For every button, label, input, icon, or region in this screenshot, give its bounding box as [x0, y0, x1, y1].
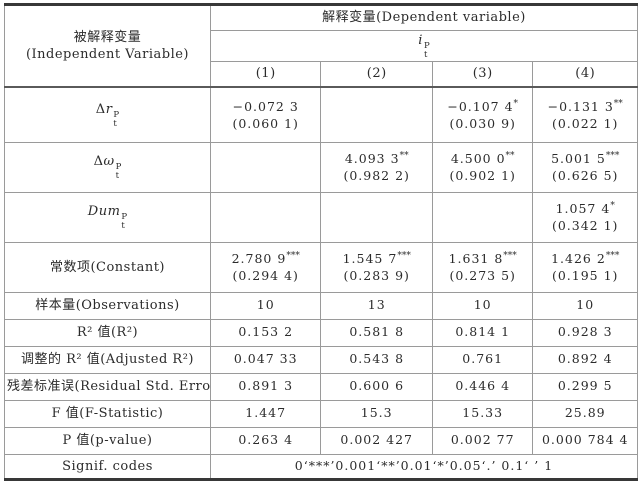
table-row-observations: 样本量(Observations) 10 13 10 10 — [4, 291, 638, 320]
coef-cell: 1.057 4* (0.342 1) — [532, 191, 638, 243]
coef-cell: 4.093 3** (0.982 2) — [320, 141, 433, 193]
coef-cell — [320, 191, 433, 243]
row-label-adjusted-r-squared: 调整的 R² 值(Adjusted R²) — [4, 345, 211, 374]
coef-cell: 4.500 0** (0.902 1) — [431, 141, 534, 193]
stat-cell: 10 — [209, 291, 322, 320]
stat-cell: 15.33 — [431, 399, 534, 428]
row-label-f-statistic: F 值(F-Statistic) — [4, 399, 211, 428]
coef-cell: −0.107 4* (0.030 9) — [431, 86, 534, 143]
stat-cell: 10 — [431, 291, 534, 320]
stat-cell: 0.002 77 — [431, 426, 534, 455]
column-header-1: (1) — [209, 60, 322, 89]
stat-cell: 0.000 784 4 — [532, 426, 638, 455]
coef-cell — [431, 191, 534, 243]
stat-cell: 0.761 — [431, 345, 534, 374]
stat-cell: 0.600 6 — [320, 372, 433, 401]
stat-cell: 0.581 8 — [320, 318, 433, 347]
coef-cell — [320, 86, 433, 143]
coef-cell: 2.780 9*** (0.294 4) — [209, 241, 322, 293]
stat-cell: 0.814 1 — [431, 318, 534, 347]
independent-variable-en: (Independent Variable) — [25, 47, 189, 63]
row-label-residual-std-error: 残差标准误(Residual Std. Error) — [4, 372, 211, 401]
stat-cell: 1.447 — [209, 399, 322, 428]
stat-cell: 10 — [532, 291, 638, 320]
stat-cell: 0.446 4 — [431, 372, 534, 401]
stat-cell: 25.89 — [532, 399, 638, 428]
table-row-adjusted-r-squared: 调整的 R² 值(Adjusted R²) 0.047 33 0.543 8 0… — [4, 345, 638, 374]
stat-cell: 15.3 — [320, 399, 433, 428]
table-row-signif-codes: Signif. codes 0‘***’0.001‘**’0.01‘*’0.05… — [4, 453, 639, 480]
column-header-2: (2) — [320, 60, 433, 89]
stat-cell: 0.891 3 — [209, 372, 322, 401]
coef-cell: −0.131 3** (0.022 1) — [532, 86, 638, 143]
stat-cell: 0.543 8 — [320, 345, 433, 374]
coef-cell: 5.001 5*** (0.626 5) — [532, 141, 638, 193]
stat-cell: 0.299 5 — [532, 372, 638, 401]
stat-cell: 0.002 427 — [320, 426, 433, 455]
coef-cell — [209, 191, 322, 243]
row-label-signif-codes: Signif. codes — [4, 453, 211, 480]
row-label-p-value: P 值(p-value) — [4, 426, 211, 455]
dependent-variable-header: 解释变量(Dependent variable) — [209, 4, 639, 31]
stat-cell: 0.928 3 — [532, 318, 638, 347]
table-row-p-value: P 值(p-value) 0.263 4 0.002 427 0.002 77 … — [4, 426, 638, 455]
stat-cell: 13 — [320, 291, 433, 320]
table-row-residual-std-error: 残差标准误(Residual Std. Error) 0.891 3 0.600… — [4, 372, 638, 401]
stat-cell: 0.892 4 — [532, 345, 638, 374]
coef-cell: 1.426 2*** (0.195 1) — [532, 241, 638, 293]
independent-variable-cn: 被解释变量 — [73, 29, 142, 45]
stat-cell: 0.263 4 — [209, 426, 322, 455]
row-label-constant: 常数项(Constant) — [4, 241, 211, 293]
table-row-f-statistic: F 值(F-Statistic) 1.447 15.3 15.33 25.89 — [4, 399, 638, 428]
coef-cell: 1.631 8*** (0.273 5) — [431, 241, 534, 293]
coef-cell — [209, 141, 322, 193]
coef-cell: −0.072 3 (0.060 1) — [209, 86, 322, 143]
column-header-3: (3) — [431, 60, 534, 89]
stat-cell: 0.153 2 — [209, 318, 322, 347]
signif-codes-value: 0‘***’0.001‘**’0.01‘*’0.05‘.’ 0.1‘ ’ 1 — [209, 453, 639, 480]
coef-cell: 1.545 7*** (0.283 9) — [320, 241, 433, 293]
column-header-4: (4) — [532, 60, 638, 89]
independent-variable-header: 被解释变量 (Independent Variable) — [4, 4, 211, 89]
regression-results-table: 被解释变量 (Independent Variable) 解释变量(Depend… — [4, 3, 639, 481]
row-label-observations: 样本量(Observations) — [4, 291, 211, 320]
table-row-constant: 常数项(Constant) 2.780 9*** (0.294 4) 1.545 … — [4, 241, 638, 293]
table-row-r-squared: R² 值(R²) 0.153 2 0.581 8 0.814 1 0.928 3 — [4, 318, 638, 347]
stat-cell: 0.047 33 — [209, 345, 322, 374]
row-label-r-squared: R² 值(R²) — [4, 318, 211, 347]
